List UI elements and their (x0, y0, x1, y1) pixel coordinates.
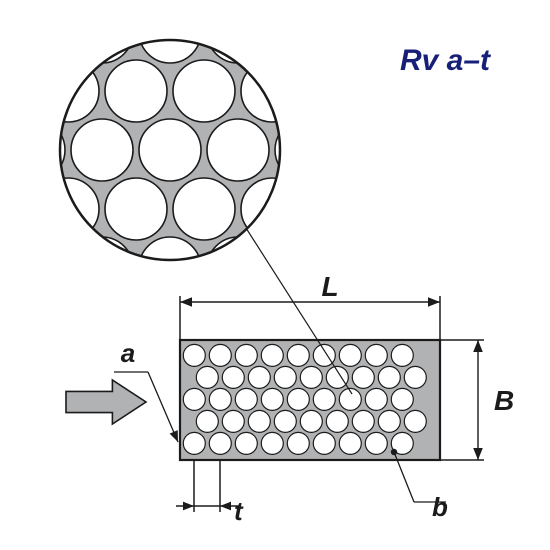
perforation-hole (391, 388, 413, 410)
perforation-hole (274, 366, 296, 388)
perforation-hole (235, 432, 257, 454)
perforation-hole (391, 344, 413, 366)
dim-L-label: L (321, 271, 338, 302)
perforation-hole (248, 410, 270, 432)
magnified-hole (105, 60, 167, 122)
perforation-hole (209, 432, 231, 454)
perforation-hole (326, 410, 348, 432)
perforation-hole (339, 432, 361, 454)
magnified-hole (173, 60, 235, 122)
perforation-hole (352, 410, 374, 432)
perforation-hole (326, 366, 348, 388)
perforation-hole (261, 432, 283, 454)
perforation-hole (378, 366, 400, 388)
magnified-hole (207, 119, 269, 181)
magnified-hole (71, 119, 133, 181)
perforation-hole (313, 432, 335, 454)
perforation-hole (222, 410, 244, 432)
title-text: Rv a–t (400, 44, 492, 77)
perforation-hole (183, 344, 205, 366)
perforation-hole (404, 410, 426, 432)
dim-a-label: a (121, 338, 135, 368)
dim-t-label: t (234, 496, 244, 526)
perforation-hole (209, 388, 231, 410)
perforation-hole (248, 366, 270, 388)
perforation-hole (313, 388, 335, 410)
perforation-hole (339, 344, 361, 366)
perforation-hole (287, 388, 309, 410)
perforation-hole (287, 432, 309, 454)
perforation-hole (365, 344, 387, 366)
perforation-hole (261, 344, 283, 366)
dim-b-label: b (432, 492, 448, 522)
perforation-hole (196, 410, 218, 432)
dim-B-label: B (494, 385, 514, 416)
perforation-hole (183, 432, 205, 454)
perforation-hole (209, 344, 231, 366)
perforation-hole (300, 366, 322, 388)
perforation-hole (274, 410, 296, 432)
perforation-hole (261, 388, 283, 410)
perforation-hole (235, 344, 257, 366)
perforation-hole (365, 432, 387, 454)
perforation-hole (196, 366, 218, 388)
perforation-hole (235, 388, 257, 410)
perforation-hole (287, 344, 309, 366)
perforation-hole (378, 410, 400, 432)
perforation-hole (352, 366, 374, 388)
magnified-hole (105, 178, 167, 240)
perforation-hole (183, 388, 205, 410)
perforation-hole (300, 410, 322, 432)
perforation-hole (404, 366, 426, 388)
magnified-hole (139, 119, 201, 181)
perforation-hole (365, 388, 387, 410)
perforation-hole (222, 366, 244, 388)
perforated-sheet (180, 340, 440, 460)
magnified-hole (173, 178, 235, 240)
